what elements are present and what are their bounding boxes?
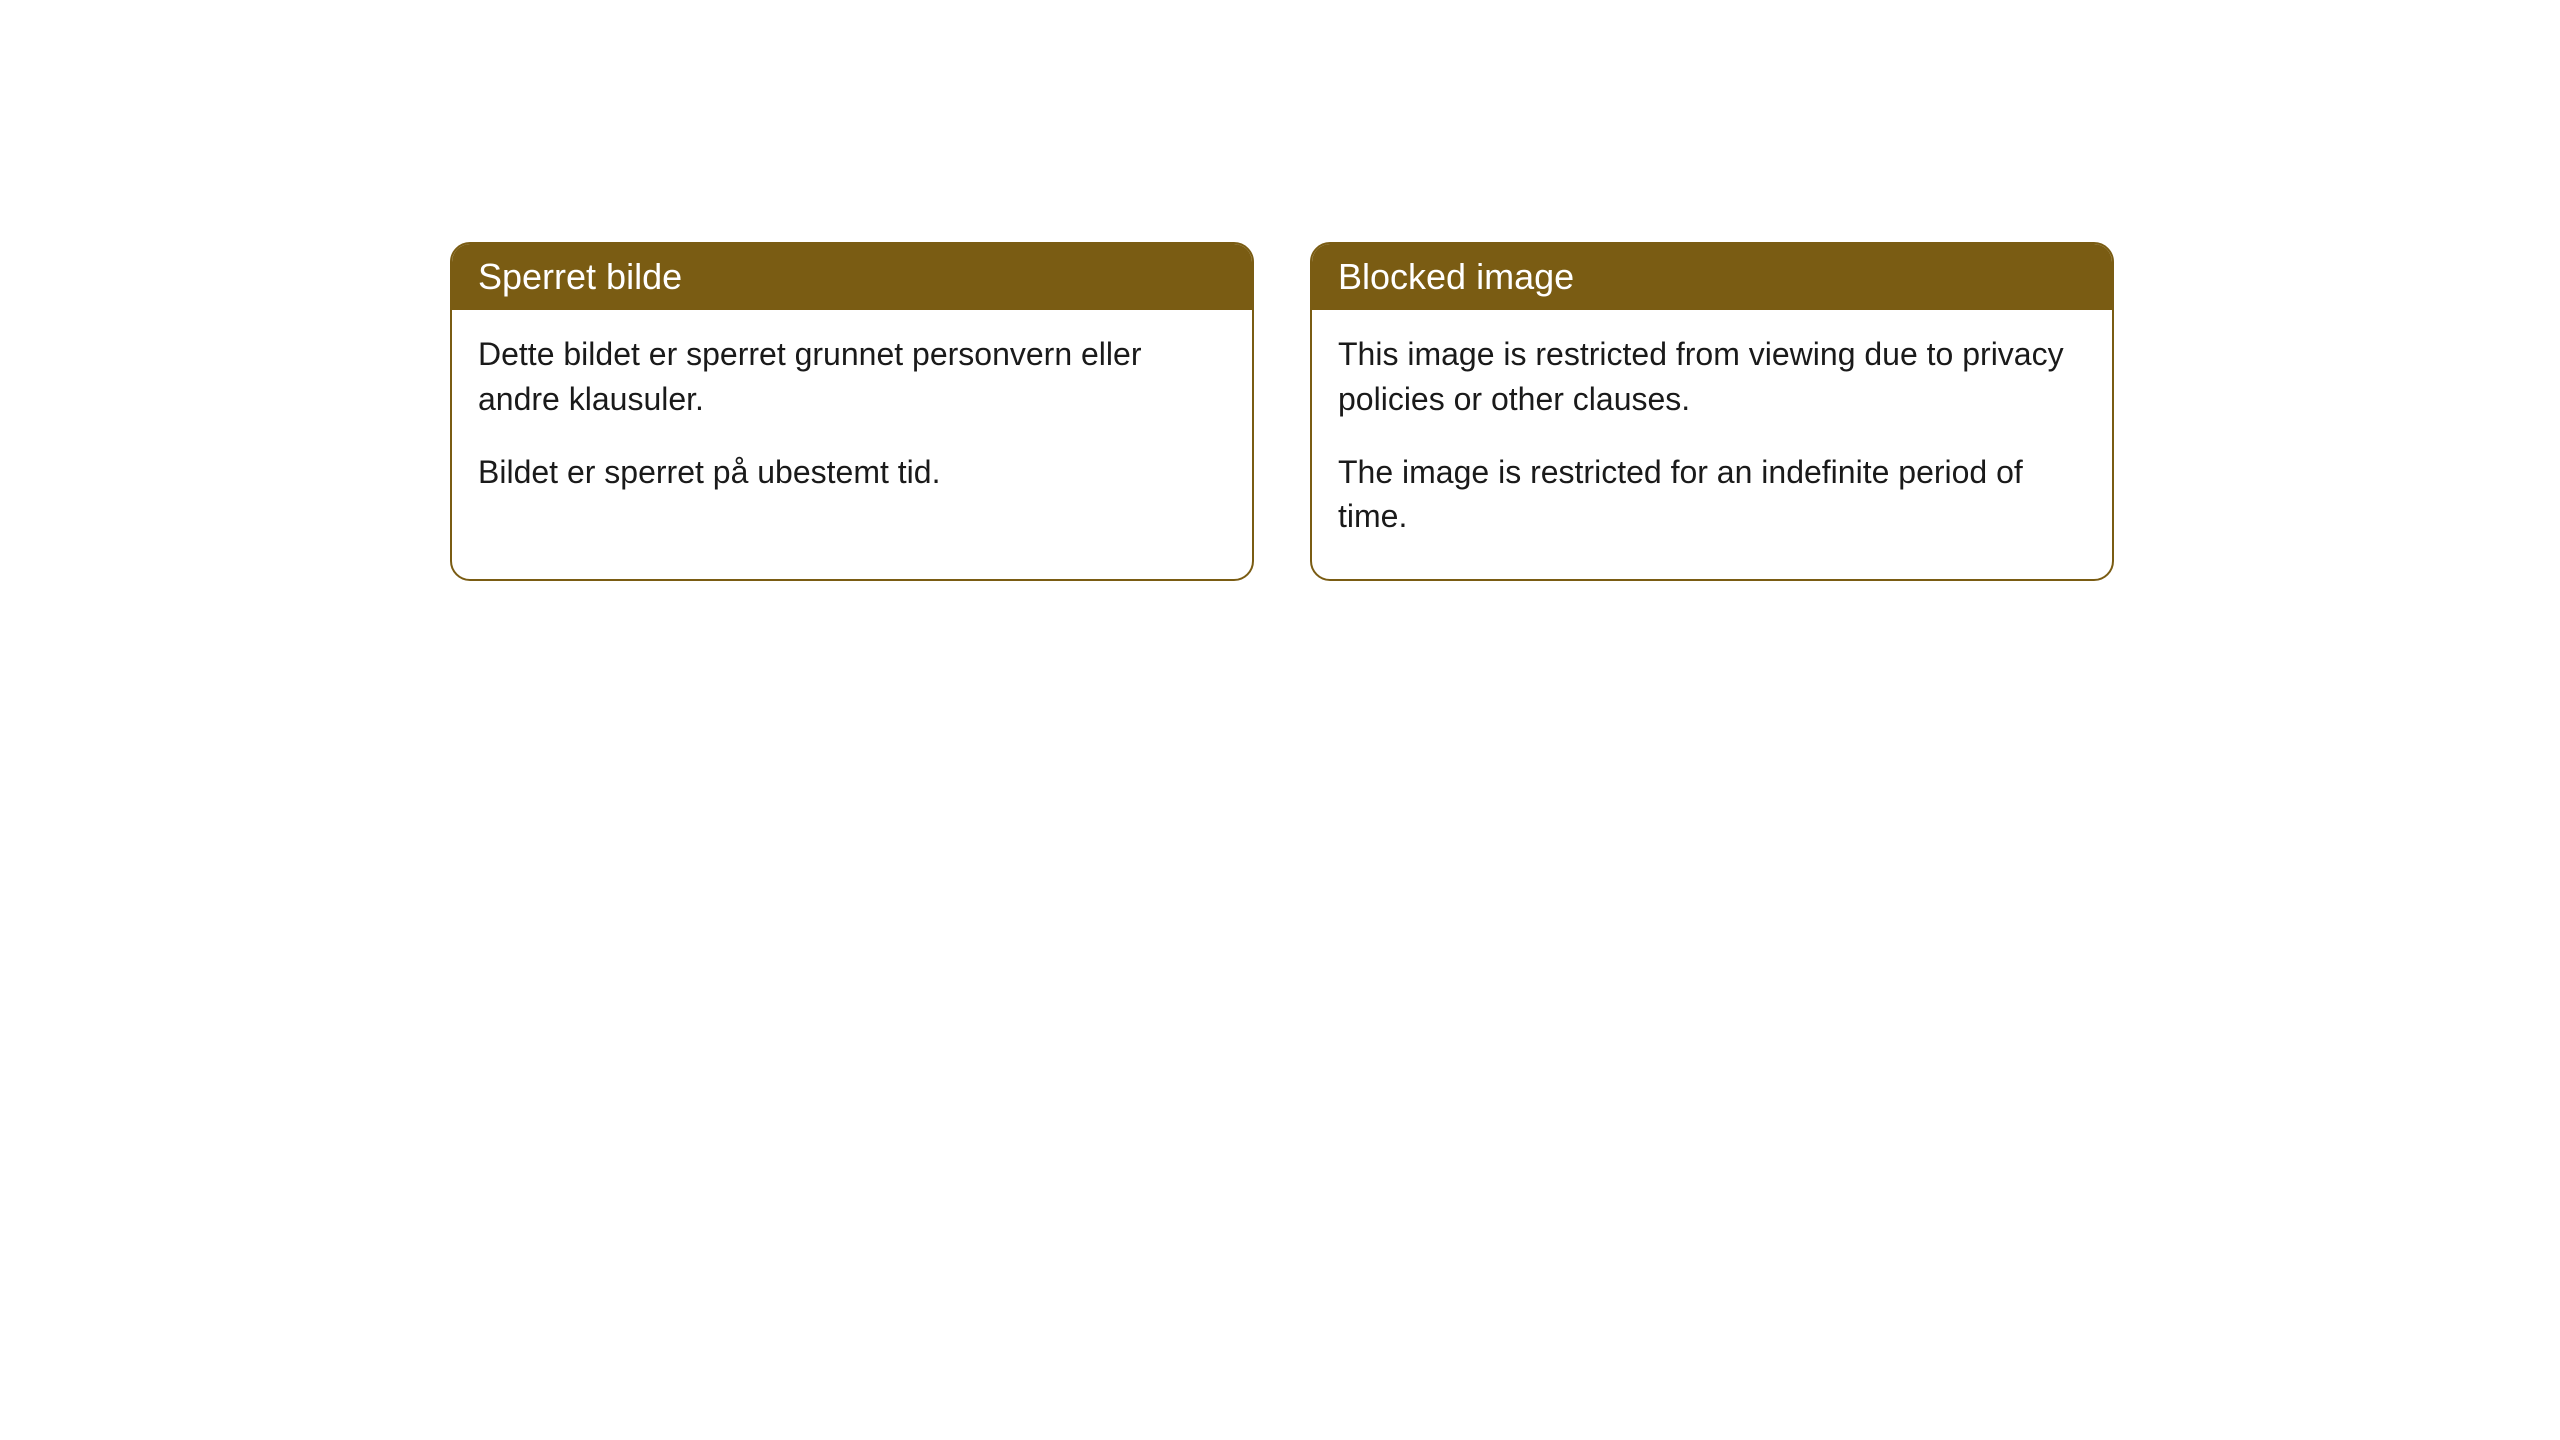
blocked-image-card-norwegian: Sperret bilde Dette bildet er sperret gr…	[450, 242, 1254, 581]
card-paragraph-1: Dette bildet er sperret grunnet personve…	[478, 332, 1226, 422]
card-paragraph-1: This image is restricted from viewing du…	[1338, 332, 2086, 422]
card-header: Sperret bilde	[452, 244, 1252, 310]
card-paragraph-2: Bildet er sperret på ubestemt tid.	[478, 450, 1226, 495]
blocked-image-card-english: Blocked image This image is restricted f…	[1310, 242, 2114, 581]
card-paragraph-2: The image is restricted for an indefinit…	[1338, 450, 2086, 540]
card-body: Dette bildet er sperret grunnet personve…	[452, 310, 1252, 534]
card-header: Blocked image	[1312, 244, 2112, 310]
card-body: This image is restricted from viewing du…	[1312, 310, 2112, 579]
blocked-image-cards-container: Sperret bilde Dette bildet er sperret gr…	[450, 242, 2560, 581]
